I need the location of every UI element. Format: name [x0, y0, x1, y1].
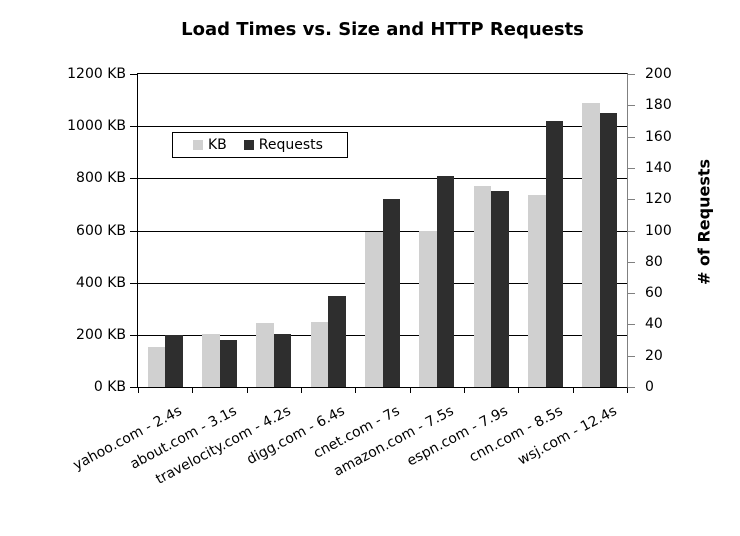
left-axis-tick-label-600: 600 KB	[76, 222, 126, 239]
left-axis-tick-0	[130, 387, 137, 388]
right-axis-tick-label-200: 200	[645, 66, 672, 82]
left-axis-tick-label-800: 800 KB	[76, 170, 126, 187]
bar-requests-5	[436, 175, 455, 387]
left-axis-tick-label-200: 200 KB	[76, 326, 126, 343]
right-axis-tick-40	[628, 324, 635, 326]
bar-requests-4	[382, 199, 400, 387]
bar-requests-2	[273, 333, 292, 387]
right-axis-tick-180	[628, 105, 635, 107]
bar-kb-6	[473, 186, 492, 387]
right-axis-tick-100	[628, 230, 635, 232]
x-axis-tick-6	[464, 388, 465, 393]
left-axis-tick-800	[130, 178, 137, 180]
plot-area: KB Requests	[137, 73, 628, 388]
left-axis-tick-1000	[130, 126, 137, 128]
left-axis-tick-label-0: 0 KB	[93, 379, 126, 395]
right-axis-tick-140	[628, 167, 635, 169]
legend-item-kb: KB	[193, 137, 227, 153]
x-axis-tick-1	[192, 388, 194, 393]
right-axis-tick-60	[628, 293, 635, 295]
legend-swatch-requests	[243, 140, 254, 150]
x-axis-category-label-8: wsj.com - 12.4s	[515, 403, 620, 469]
bar-kb-2	[256, 323, 274, 387]
bar-kb-4	[365, 231, 383, 387]
right-axis-tick-label-60: 60	[645, 285, 663, 302]
x-axis-tick-4	[355, 388, 357, 393]
legend: KB Requests	[172, 132, 348, 158]
right-axis-tick-20	[628, 355, 635, 357]
left-axis-tick-label-1200: 1200 KB	[67, 66, 126, 82]
left-axis-tick-label-1000: 1000 KB	[67, 118, 126, 135]
bar-requests-1	[219, 340, 237, 387]
bar-kb-8	[582, 102, 600, 387]
bar-kb-7	[528, 195, 546, 387]
x-axis-tick-3	[301, 388, 302, 393]
right-axis-tick-label-160: 160	[645, 128, 672, 145]
x-axis-tick-7	[518, 388, 520, 393]
gridline-800	[138, 178, 627, 180]
legend-label-requests: Requests	[258, 137, 323, 153]
legend-label-kb: KB	[208, 137, 227, 153]
right-axis-tick-label-100: 100	[645, 222, 672, 239]
bar-kb-3	[310, 321, 329, 387]
x-axis-tick-5	[409, 388, 411, 393]
left-axis-tick-600	[130, 230, 137, 232]
left-axis-tick-1200	[130, 74, 137, 75]
left-axis-tick-200	[130, 334, 137, 336]
bar-requests-7	[545, 120, 563, 387]
right-axis-tick-0	[628, 387, 635, 388]
bar-requests-3	[328, 296, 346, 387]
right-axis-tick-label-0: 0	[645, 379, 654, 395]
gridline-1000	[138, 126, 627, 128]
x-axis-tick-9	[627, 388, 628, 393]
x-axis-tick-2	[246, 388, 248, 393]
right-axis-title: # of Requests	[694, 158, 714, 286]
right-axis-tick-80	[628, 261, 635, 263]
right-axis-tick-label-120: 120	[645, 191, 672, 208]
right-axis-tick-label-20: 20	[645, 347, 663, 364]
right-axis-tick-label-40: 40	[645, 316, 663, 333]
bar-requests-0	[165, 335, 183, 387]
bar-kb-0	[147, 346, 166, 387]
bar-kb-5	[419, 230, 437, 387]
x-axis-tick-0	[138, 388, 139, 393]
legend-item-requests: Requests	[243, 137, 323, 153]
bar-requests-8	[599, 113, 618, 387]
x-axis-tick-8	[572, 388, 574, 393]
right-axis-tick-label-180: 180	[645, 97, 672, 114]
chart-title: Load Times vs. Size and HTTP Requests	[181, 19, 584, 40]
right-axis-tick-160	[628, 136, 635, 138]
legend-swatch-kb	[193, 140, 203, 150]
bar-requests-6	[491, 191, 509, 387]
left-axis-tick-400	[130, 282, 137, 284]
bar-kb-1	[202, 333, 220, 387]
right-axis-tick-200	[628, 74, 635, 75]
left-axis-tick-label-400: 400 KB	[76, 274, 126, 291]
right-axis-tick-120	[628, 199, 635, 201]
right-axis-tick-label-140: 140	[645, 159, 672, 176]
right-axis-tick-label-80: 80	[645, 253, 663, 270]
